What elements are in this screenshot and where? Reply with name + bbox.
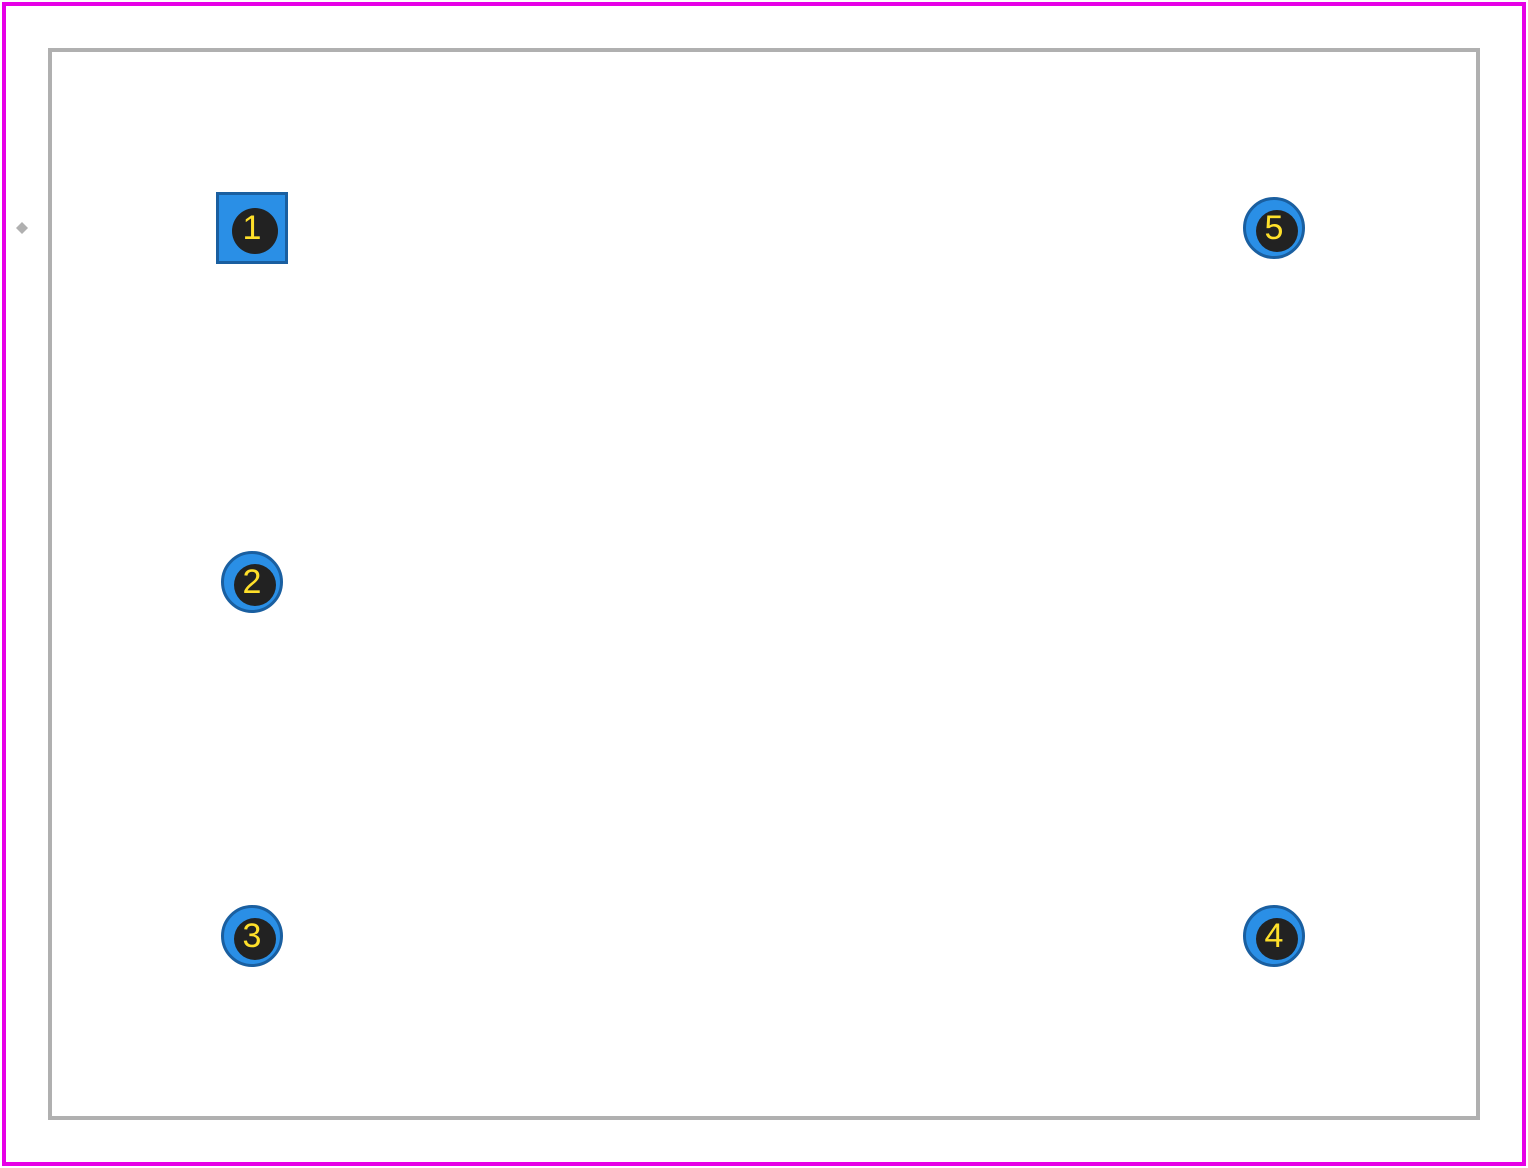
origin-mark xyxy=(16,222,28,234)
pad-4-label: 4 xyxy=(1265,919,1284,953)
pad-5: 5 xyxy=(1243,197,1305,259)
pad-4: 4 xyxy=(1243,905,1305,967)
pad-2: 2 xyxy=(221,551,283,613)
pad-2-label: 2 xyxy=(243,565,262,599)
pad-5-label: 5 xyxy=(1265,211,1284,245)
pad-3: 3 xyxy=(221,905,283,967)
pad-1-label: 1 xyxy=(243,211,262,245)
pad-3-label: 3 xyxy=(243,919,262,953)
pad-1: 1 xyxy=(216,192,288,264)
